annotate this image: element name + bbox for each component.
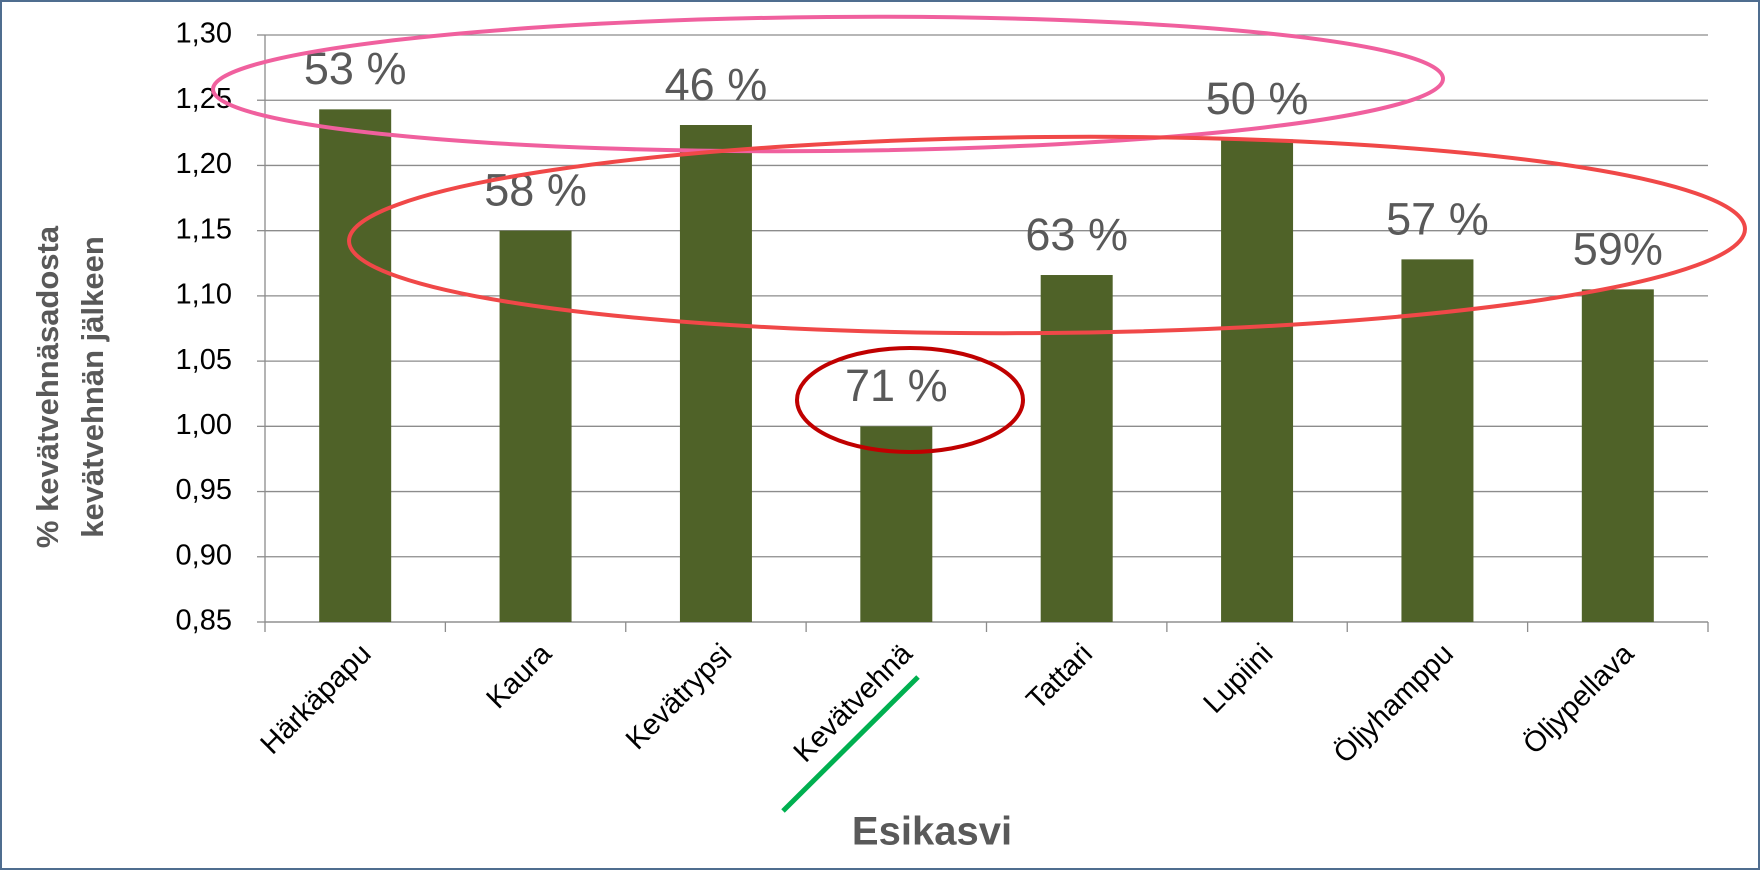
y-tick-label: 0,90 (176, 539, 232, 571)
y-tick-label: 1,00 (176, 409, 232, 441)
x-axis-label: Esikasvi (852, 810, 1012, 854)
y-tick-label: 1,25 (176, 83, 232, 115)
bar (1221, 139, 1294, 622)
bar-annotation: 46 % (665, 59, 768, 110)
bar (1401, 259, 1474, 622)
bar-annotation: 59% (1573, 223, 1663, 274)
bar (860, 426, 933, 622)
highlight-ellipse (795, 346, 1025, 454)
y-tick-label: 1,15 (176, 213, 232, 245)
bar (499, 230, 572, 622)
bar (1040, 275, 1113, 622)
bar (1581, 289, 1654, 622)
y-tick-label: 1,05 (176, 344, 232, 376)
y-tick-label: 1,20 (176, 148, 232, 180)
bar-annotation: 57 % (1386, 193, 1489, 244)
y-tick-label: 0,95 (176, 474, 232, 506)
bar-annotation: 71 % (845, 360, 948, 411)
y-tick-label: 1,30 (176, 18, 232, 50)
y-tick-label: 1,10 (176, 279, 232, 311)
bar (319, 109, 392, 622)
underline (781, 675, 920, 813)
highlight-ellipse (211, 14, 1445, 154)
bar-annotation: 63 % (1025, 209, 1128, 260)
highlight-ellipse (347, 134, 1747, 336)
y-axis-label: kevätvehnän jälkeen (75, 236, 110, 538)
highlights (211, 14, 1747, 813)
bar-annotation: 50 % (1206, 73, 1309, 124)
bar (679, 125, 752, 623)
y-tick-label: 0,85 (176, 605, 232, 637)
y-axis-label: % kevätvehnäsadosta (30, 225, 65, 548)
